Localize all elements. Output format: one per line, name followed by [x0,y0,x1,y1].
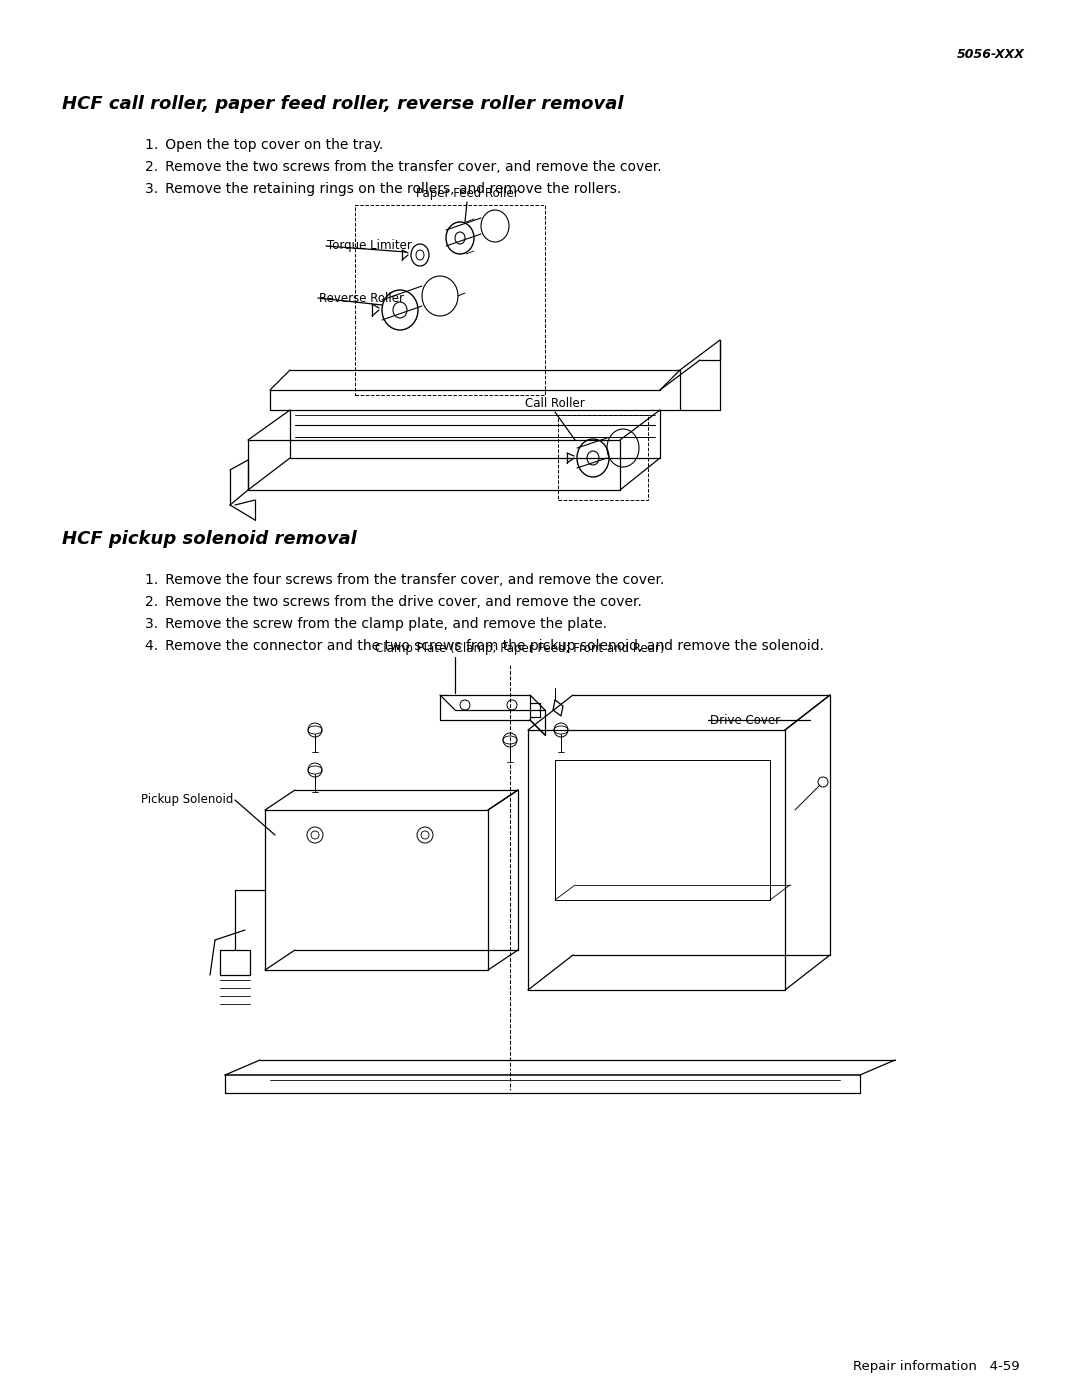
Text: Drive Cover: Drive Cover [710,714,780,726]
Text: Paper Feed Roller: Paper Feed Roller [416,187,518,200]
Text: 5056-XXX: 5056-XXX [957,47,1025,61]
Text: 1. Open the top cover on the tray.: 1. Open the top cover on the tray. [145,138,383,152]
Text: 1. Remove the four screws from the transfer cover, and remove the cover.: 1. Remove the four screws from the trans… [145,573,664,587]
Bar [558,415,648,500]
Text: 2. Remove the two screws from the drive cover, and remove the cover.: 2. Remove the two screws from the drive … [145,595,642,609]
Text: 3. Remove the retaining rings on the rollers, and remove the rollers.: 3. Remove the retaining rings on the rol… [145,182,621,196]
Text: Reverse Roller: Reverse Roller [319,292,404,305]
Text: Torque Limiter: Torque Limiter [327,239,411,253]
Text: 4. Remove the connector and the two screws from the pickup solenoid, and remove : 4. Remove the connector and the two scre… [145,638,824,652]
Text: Call Roller: Call Roller [525,397,585,409]
Text: Pickup Solenoid: Pickup Solenoid [140,793,233,806]
Text: Clamp Plate (Clamp; Paper Feed; Front and Rear): Clamp Plate (Clamp; Paper Feed; Front an… [375,643,664,655]
Bar [355,205,545,395]
Text: 3. Remove the screw from the clamp plate, and remove the plate.: 3. Remove the screw from the clamp plate… [145,617,607,631]
Text: HCF call roller, paper feed roller, reverse roller removal: HCF call roller, paper feed roller, reve… [62,95,623,113]
Text: HCF pickup solenoid removal: HCF pickup solenoid removal [62,529,356,548]
Text: Repair information   4-59: Repair information 4-59 [853,1361,1020,1373]
Text: 2. Remove the two screws from the transfer cover, and remove the cover.: 2. Remove the two screws from the transf… [145,161,662,175]
